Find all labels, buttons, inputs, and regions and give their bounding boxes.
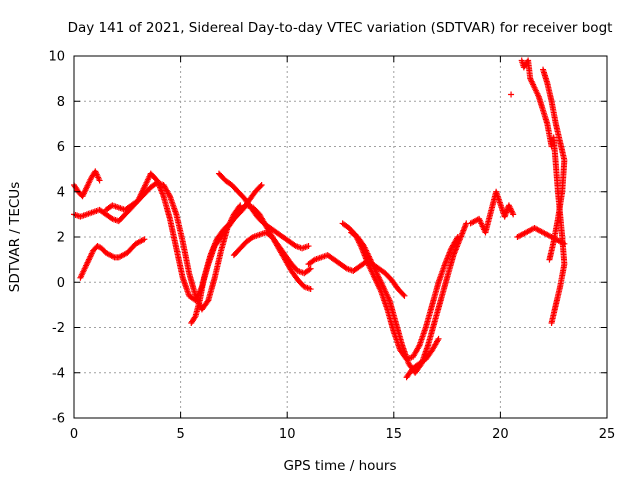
- y-axis-label: SDTVAR / TECUs: [7, 182, 23, 292]
- data-point: [307, 286, 314, 293]
- data-point: [305, 243, 312, 250]
- x-tick-label: 5: [176, 427, 184, 442]
- x-tick-label: 15: [386, 427, 403, 442]
- data-point: [435, 335, 442, 342]
- data-point: [237, 202, 244, 209]
- data-point: [401, 292, 408, 299]
- y-tick-label: 4: [57, 185, 65, 200]
- x-tick-labels: 0 5 10 15 20 25: [70, 427, 615, 442]
- data-point: [204, 298, 211, 305]
- x-tick-label: 10: [279, 427, 296, 442]
- y-tick-label: -2: [52, 321, 65, 336]
- data-point: [307, 265, 314, 272]
- y-tick-label: 0: [57, 276, 65, 291]
- y-tick-label: 2: [57, 231, 65, 246]
- x-tick-label: 0: [70, 427, 78, 442]
- data-point: [400, 291, 407, 298]
- data-point: [258, 181, 265, 188]
- data-point: [306, 266, 313, 273]
- data-point: [141, 236, 148, 243]
- y-tick-label: -4: [52, 366, 65, 381]
- y-tick-label: -6: [52, 412, 65, 427]
- x-axis-label: GPS time / hours: [283, 458, 396, 474]
- data-point: [548, 319, 555, 326]
- data-point: [546, 256, 553, 263]
- data-points: [71, 57, 568, 381]
- x-tick-label: 20: [492, 427, 509, 442]
- data-point: [508, 91, 515, 98]
- chart-title: Day 141 of 2021, Sidereal Day-to-day VTE…: [68, 20, 613, 36]
- data-point: [257, 183, 264, 190]
- y-tick-label: 6: [57, 140, 65, 155]
- y-tick-label: 10: [48, 50, 65, 65]
- axis-ticks: [73, 55, 608, 419]
- data-point: [236, 203, 243, 210]
- data-point: [510, 211, 517, 218]
- x-tick-label: 25: [599, 427, 616, 442]
- y-tick-labels: -6 -4 -2 0 2 4 6 8 10: [48, 50, 65, 427]
- data-point: [191, 314, 198, 321]
- data-point: [96, 177, 103, 184]
- data-point: [561, 240, 568, 247]
- grid: [74, 56, 607, 418]
- y-tick-label: 8: [57, 95, 65, 110]
